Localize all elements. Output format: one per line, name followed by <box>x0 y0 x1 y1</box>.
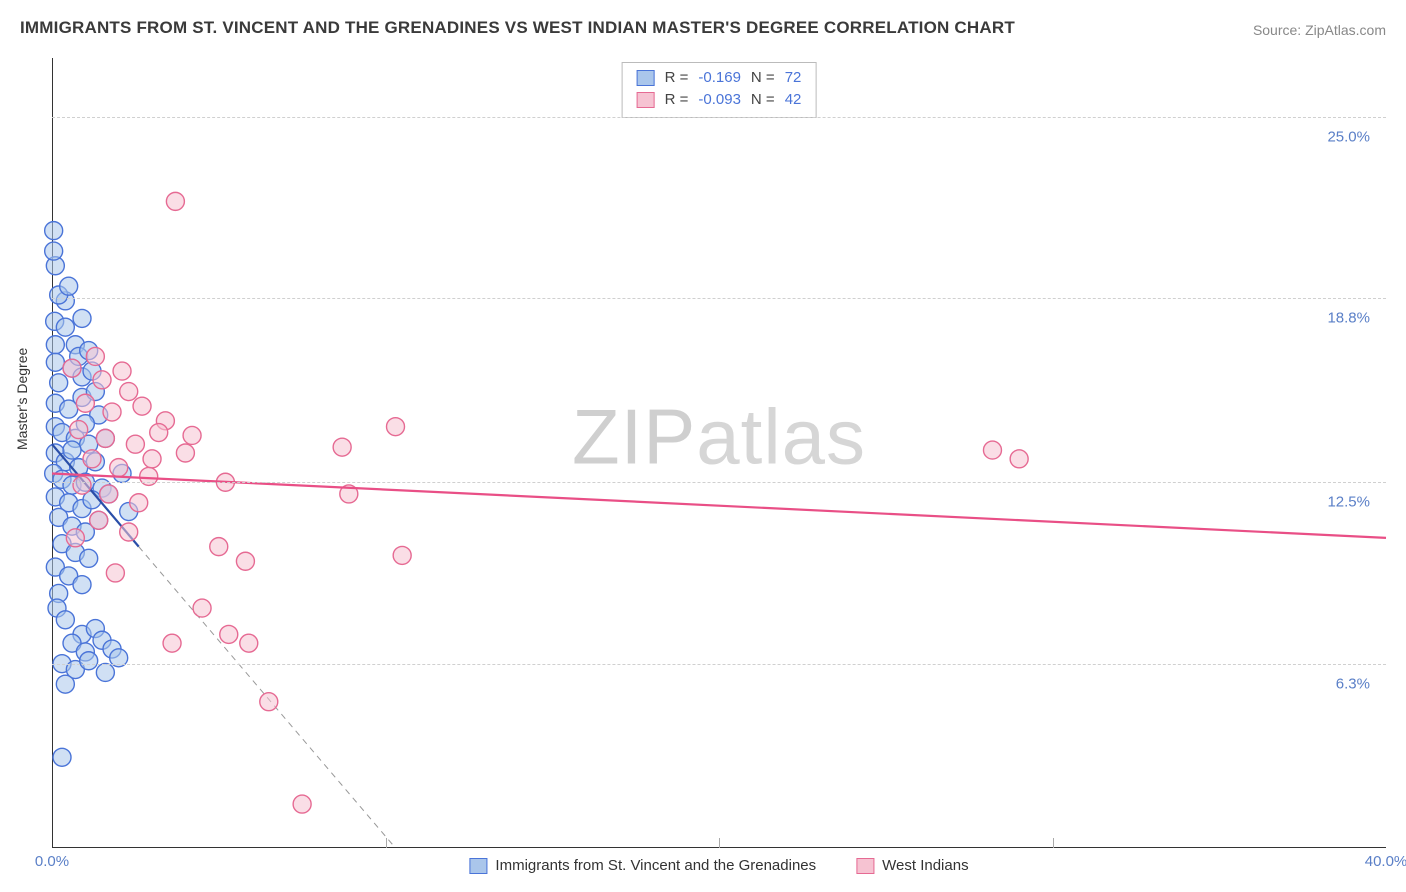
data-point <box>46 336 64 354</box>
data-point <box>83 450 101 468</box>
data-point <box>73 309 91 327</box>
data-point <box>73 476 91 494</box>
data-point <box>130 494 148 512</box>
y-tick-label: 6.3% <box>1336 675 1370 692</box>
data-point <box>56 675 74 693</box>
data-point <box>103 403 121 421</box>
data-point <box>183 426 201 444</box>
data-point <box>80 652 98 670</box>
data-point <box>66 529 84 547</box>
grid-line-h <box>52 482 1386 483</box>
data-point <box>210 538 228 556</box>
legend-item-2: West Indians <box>856 857 968 874</box>
data-point <box>1010 450 1028 468</box>
data-point <box>96 429 114 447</box>
data-point <box>56 318 74 336</box>
data-point <box>90 511 108 529</box>
chart-area: ZIPatlas R = -0.169 N = 72 R = -0.093 N … <box>52 58 1386 848</box>
data-point <box>56 611 74 629</box>
data-point <box>73 576 91 594</box>
data-point <box>53 748 71 766</box>
grid-line-h <box>52 298 1386 299</box>
stats-r-value-1: -0.169 <box>698 67 741 89</box>
bottom-legend: Immigrants from St. Vincent and the Gren… <box>469 857 968 874</box>
data-point <box>106 564 124 582</box>
data-point <box>93 371 111 389</box>
data-point <box>100 485 118 503</box>
stats-row-series-1: R = -0.169 N = 72 <box>637 67 802 89</box>
legend-label-2: West Indians <box>882 857 968 874</box>
data-point <box>236 552 254 570</box>
stats-n-label: N = <box>751 67 775 89</box>
data-point <box>76 394 94 412</box>
data-point <box>260 693 278 711</box>
stats-r-label: R = <box>665 67 689 89</box>
data-point <box>333 438 351 456</box>
x-minor-tick <box>386 838 387 848</box>
scatter-plot <box>52 58 1386 848</box>
data-point <box>393 546 411 564</box>
chart-title: IMMIGRANTS FROM ST. VINCENT AND THE GREN… <box>20 18 1015 38</box>
data-point <box>293 795 311 813</box>
stats-n-label: N = <box>751 89 775 111</box>
x-minor-tick <box>719 838 720 848</box>
data-point <box>133 397 151 415</box>
data-point <box>113 362 131 380</box>
data-point <box>983 441 1001 459</box>
swatch-series-2 <box>637 92 655 108</box>
y-tick-label: 12.5% <box>1327 494 1370 511</box>
data-point <box>387 418 405 436</box>
x-tick-label: 0.0% <box>35 853 69 870</box>
data-point <box>63 441 81 459</box>
legend-label-1: Immigrants from St. Vincent and the Gren… <box>495 857 816 874</box>
data-point <box>126 435 144 453</box>
y-tick-label: 25.0% <box>1327 128 1370 145</box>
stats-row-series-2: R = -0.093 N = 42 <box>637 89 802 111</box>
data-point <box>63 359 81 377</box>
stats-n-value-1: 72 <box>785 67 802 89</box>
data-point <box>110 459 128 477</box>
data-point <box>176 444 194 462</box>
data-point <box>163 634 181 652</box>
data-point <box>220 625 238 643</box>
data-point <box>96 663 114 681</box>
data-point <box>86 347 104 365</box>
stats-n-value-2: 42 <box>785 89 802 111</box>
grid-line-h <box>52 664 1386 665</box>
source-attribution: Source: ZipAtlas.com <box>1253 22 1386 38</box>
legend-swatch-1 <box>469 858 487 874</box>
data-point <box>46 353 64 371</box>
data-point <box>45 242 63 260</box>
x-minor-tick <box>1053 838 1054 848</box>
data-point <box>193 599 211 617</box>
stats-legend-box: R = -0.169 N = 72 R = -0.093 N = 42 <box>622 62 817 118</box>
data-point <box>166 192 184 210</box>
data-point <box>240 634 258 652</box>
data-point <box>45 222 63 240</box>
stats-r-label: R = <box>665 89 689 111</box>
legend-item-1: Immigrants from St. Vincent and the Gren… <box>469 857 816 874</box>
data-point <box>80 549 98 567</box>
data-point <box>120 523 138 541</box>
y-axis-label: Master's Degree <box>14 348 30 450</box>
data-point <box>50 374 68 392</box>
stats-r-value-2: -0.093 <box>698 89 741 111</box>
legend-swatch-2 <box>856 858 874 874</box>
data-point <box>70 421 88 439</box>
y-tick-label: 18.8% <box>1327 309 1370 326</box>
data-point <box>143 450 161 468</box>
grid-line-h <box>52 117 1386 118</box>
data-point <box>60 277 78 295</box>
data-point <box>120 383 138 401</box>
x-tick-label: 40.0% <box>1365 853 1406 870</box>
swatch-series-1 <box>637 70 655 86</box>
data-point <box>150 424 168 442</box>
